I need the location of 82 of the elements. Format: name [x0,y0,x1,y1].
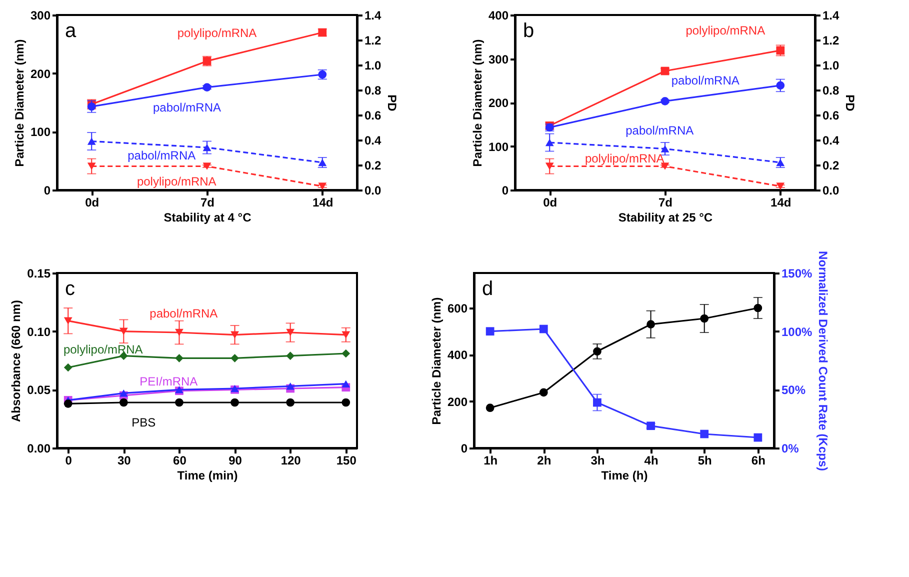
y-tick-label: 0.05 [27,383,51,398]
y-tick-label: 0 [44,184,51,198]
y-axis-title: Particle Diameter (nm) [429,297,444,425]
y2-tick-label: 0.2 [364,158,382,172]
y-tick-label: 400 [488,8,509,22]
y-tick-label: 0.00 [27,442,51,456]
x-tick-label: 0d [85,196,100,210]
y-tick-label: 200 [447,394,468,409]
x-tick-label: 6h [751,454,766,468]
y-tick-label: 200 [488,96,509,110]
y-tick-label: 0.10 [27,324,51,339]
x-axis-title: Stability at 4 °C [164,210,252,224]
y-axis-title: Particle Diameter (nm) [470,39,484,167]
y2-tick-label: 0% [782,442,800,456]
x-tick-label: 2h [537,454,552,468]
y2-tick-label: 1.2 [364,34,382,48]
x-tick-label: 7d [658,196,673,210]
y2-tick-label: 1.4 [364,8,382,22]
x-tick-label: 1h [484,454,498,468]
y2-tick-label: 0.2 [822,158,840,172]
y2-tick-label: 150% [782,266,813,280]
y-tick-label: 100 [488,140,509,154]
y2-tick-label: 0.4 [822,134,840,148]
y2-tick-label: 1.2 [822,34,840,48]
y2-tick-label: 0.0 [364,184,382,198]
y-axis-title: Particle Diameter (nm) [12,39,26,167]
y-tick-label: 600 [447,302,468,316]
x-tick-label: 7d [200,196,215,210]
x-tick-label: 30 [117,454,132,468]
series-label: pabol/mRNA [128,148,196,162]
series-label: polylipo/mRNA [136,174,216,188]
series-label: polylipo/mRNA [584,151,664,166]
x-tick-label: 3h [590,454,605,468]
series-label: PEI/mRNA [140,374,198,388]
y2-tick-label: 1.0 [822,58,840,72]
y-tick-label: 0 [460,442,468,456]
x-axis-title: Time (h) [601,468,648,482]
series-label: pabol/mRNA [150,306,218,320]
y2-tick-label: 100% [782,324,813,339]
x-tick-label: 14d [312,196,334,210]
y-axis-title: Absorbance (660 nm) [9,300,24,422]
series-label: pabol/mRNA [671,73,740,88]
y2-axis-title: PD [843,94,858,112]
y2-tick-label: 50% [782,383,806,398]
series-label: pabol/mRNA [152,100,222,114]
y-tick-label: 300 [30,8,51,22]
x-tick-label: 14d [770,196,792,210]
x-axis-title: Stability at 25 °C [618,210,713,224]
y-tick-label: 400 [447,348,468,362]
series-label: polylipo/mRNA [63,342,143,356]
x-tick-label: 120 [280,454,302,468]
x-tick-label: 150 [336,454,357,468]
y2-tick-label: 0.8 [364,84,382,98]
x-tick-label: 0 [65,454,72,468]
x-tick-label: 60 [173,454,187,468]
y-tick-label: 0.15 [27,266,51,280]
y2-tick-label: 0.6 [364,108,382,122]
y-tick-label: 200 [30,66,51,81]
y2-tick-label: 1.4 [822,8,840,22]
y-tick-label: 100 [30,125,51,140]
series-label: polylipo/mRNA [686,23,766,38]
annotation: b [523,20,534,42]
y2-axis-title: Normalized Derived Count Rate (Kcps) [816,250,830,472]
x-axis-title: Time (min) [177,468,238,482]
y-tick-label: 300 [488,52,509,66]
series-label: PBS [132,416,156,430]
x-tick-label: 5h [698,454,712,468]
y2-axis-title: PD [385,94,400,112]
y2-tick-label: 1.0 [364,58,382,72]
x-tick-label: 4h [644,454,658,468]
y2-tick-label: 0.0 [822,184,840,198]
x-tick-label: 90 [228,454,242,468]
y2-tick-label: 0.4 [364,134,382,148]
y2-tick-label: 0.8 [822,84,840,98]
y-tick-label: 0 [502,184,509,198]
series-label: pabol/mRNA [626,124,694,138]
annotation: c [65,278,75,300]
x-tick-label: 0d [543,196,558,210]
y2-tick-label: 0.6 [822,108,840,122]
annotation: d [482,278,494,300]
series-label: polylipo/mRNA [177,26,257,40]
annotation: a [65,20,77,42]
